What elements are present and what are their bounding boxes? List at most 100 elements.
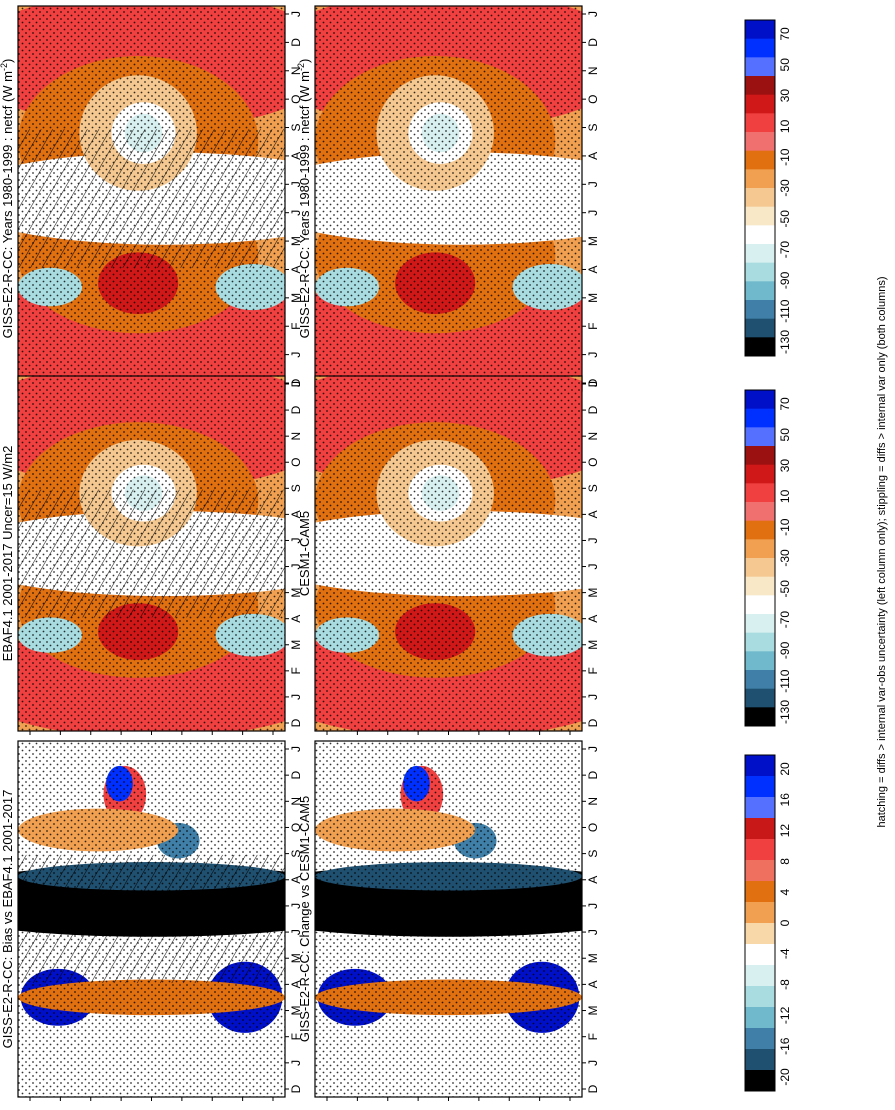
x-tick-label: N bbox=[586, 66, 600, 75]
x-tick-label: D bbox=[586, 770, 600, 779]
colorbar-swatch bbox=[745, 20, 775, 40]
stippling bbox=[315, 376, 582, 731]
x-tick-label: M bbox=[289, 236, 303, 246]
x-tick-label: D bbox=[289, 770, 303, 779]
colorbar-label: 50 bbox=[778, 58, 792, 72]
colorbar-label: -12 bbox=[778, 1006, 792, 1024]
x-tick-label: A bbox=[586, 876, 600, 884]
colorbar-swatch bbox=[745, 408, 775, 428]
x-tick-label: F bbox=[586, 667, 600, 674]
x-tick-label: D bbox=[289, 1084, 303, 1093]
x-tick-label: O bbox=[289, 94, 303, 103]
x-tick-label: M bbox=[289, 1006, 303, 1016]
x-tick-label: D bbox=[586, 378, 600, 387]
x-tick-label: D bbox=[586, 405, 600, 414]
x-tick-label: M bbox=[586, 953, 600, 963]
colorbar-swatch bbox=[745, 188, 775, 208]
x-tick-label: N bbox=[289, 432, 303, 441]
colorbar-label: -50 bbox=[778, 580, 792, 598]
heatmap-field bbox=[18, 376, 285, 731]
colorbar-swatch bbox=[745, 986, 775, 1008]
colorbar-swatch bbox=[745, 688, 775, 708]
x-tick-label: J bbox=[586, 381, 600, 387]
colorbar-swatch bbox=[745, 755, 775, 777]
colorbar-swatch bbox=[745, 169, 775, 189]
x-tick-label: J bbox=[586, 746, 600, 752]
colorbar-swatch bbox=[745, 881, 775, 903]
colorbar-swatch bbox=[745, 206, 775, 226]
colorbar-swatch bbox=[745, 150, 775, 170]
colorbar-swatch bbox=[745, 707, 775, 727]
colorbar-label: -130 bbox=[778, 700, 792, 724]
colorbar-swatch bbox=[745, 670, 775, 690]
x-tick-label: D bbox=[586, 1084, 600, 1093]
panel-title: CESM1-CAM5 bbox=[297, 511, 312, 596]
x-tick-label: M bbox=[586, 588, 600, 598]
colorbar-swatch bbox=[745, 651, 775, 671]
x-tick-label: M bbox=[289, 588, 303, 598]
x-tick-label: J bbox=[289, 11, 303, 17]
colorbar-label: 20 bbox=[778, 762, 792, 776]
panel-title: GISS-E2-R-CC: Bias vs EBAF4.1 2001-2017 bbox=[0, 790, 15, 1049]
colorbar-label: -16 bbox=[778, 1037, 792, 1055]
x-tick-label: A bbox=[289, 980, 303, 988]
colorbar-label: -30 bbox=[778, 549, 792, 567]
figure-caption: hatching = diffs > internal var-obs unce… bbox=[876, 276, 888, 827]
heatmap-field bbox=[18, 6, 285, 391]
x-tick-label: A bbox=[586, 152, 600, 160]
panel-right-2: CESM1-CAM5DJFMAMJJASONDJ8060°N20020°S608… bbox=[297, 375, 792, 754]
x-tick-label: S bbox=[289, 484, 303, 492]
colorbar-swatch bbox=[745, 1028, 775, 1050]
colorbar-label: 30 bbox=[778, 89, 792, 103]
x-tick-label: D bbox=[289, 405, 303, 414]
x-tick-label: S bbox=[586, 124, 600, 132]
x-tick-label: N bbox=[289, 797, 303, 806]
colorbar-label: 16 bbox=[778, 793, 792, 807]
x-tick-label: M bbox=[586, 1006, 600, 1016]
colorbar-label: -90 bbox=[778, 271, 792, 289]
panel-title: GISS-E2-R-CC: Years 1980-1999 : netcf (W… bbox=[296, 59, 312, 339]
x-tick-label: A bbox=[586, 615, 600, 623]
x-tick-label: S bbox=[586, 484, 600, 492]
colorbar-swatch bbox=[745, 390, 775, 410]
x-tick-label: A bbox=[289, 876, 303, 884]
x-tick-label: J bbox=[289, 694, 303, 700]
x-tick-label: J bbox=[289, 537, 303, 543]
panel-title: GISS-E2-R-CC: Years 1980-1999 : netcf (W… bbox=[0, 59, 15, 339]
x-tick-label: J bbox=[289, 1060, 303, 1066]
panel-left-1: GISS-E2-R-CC: Years 1980-1999 : netcf (W… bbox=[0, 5, 495, 414]
x-tick-label: A bbox=[289, 510, 303, 518]
colorbar-swatch bbox=[745, 520, 775, 540]
x-tick-label: A bbox=[586, 980, 600, 988]
colorbar-swatch bbox=[745, 818, 775, 840]
hatching bbox=[18, 129, 285, 268]
x-tick-label: M bbox=[289, 640, 303, 650]
colorbar-label: 70 bbox=[778, 397, 792, 411]
colorbar-label: -70 bbox=[778, 241, 792, 259]
colorbar-swatch bbox=[745, 1007, 775, 1029]
panel-right-1: GISS-E2-R-CC: Years 1980-1999 : netcf (W… bbox=[296, 5, 792, 414]
x-tick-label: S bbox=[586, 850, 600, 858]
panel-left-2: EBAF4.1 2001-2017 Uncer=15 W/m2DJFMAMJJA… bbox=[0, 375, 495, 754]
x-tick-label: J bbox=[586, 903, 600, 909]
colorbar-label: -50 bbox=[778, 210, 792, 228]
colorbar-swatch bbox=[745, 483, 775, 503]
x-tick-label: M bbox=[586, 293, 600, 303]
heatmap-field bbox=[18, 741, 285, 1097]
colorbar-swatch bbox=[745, 944, 775, 966]
colorbar-label: 4 bbox=[778, 889, 792, 896]
colorbar-label: 10 bbox=[778, 119, 792, 133]
colorbar-swatch bbox=[745, 839, 775, 861]
colorbar-label: 8 bbox=[778, 858, 792, 865]
x-tick-label: N bbox=[586, 797, 600, 806]
colorbar-swatch bbox=[745, 464, 775, 484]
colorbar-label: 0 bbox=[778, 919, 792, 926]
colorbar-label: -20 bbox=[778, 1068, 792, 1086]
x-tick-label: M bbox=[289, 293, 303, 303]
colorbar-swatch bbox=[745, 113, 775, 133]
x-tick-label: J bbox=[586, 537, 600, 543]
x-tick-label: F bbox=[586, 1033, 600, 1040]
x-tick-label: J bbox=[289, 381, 303, 387]
colorbar-swatch bbox=[745, 300, 775, 320]
x-tick-label: O bbox=[586, 94, 600, 103]
